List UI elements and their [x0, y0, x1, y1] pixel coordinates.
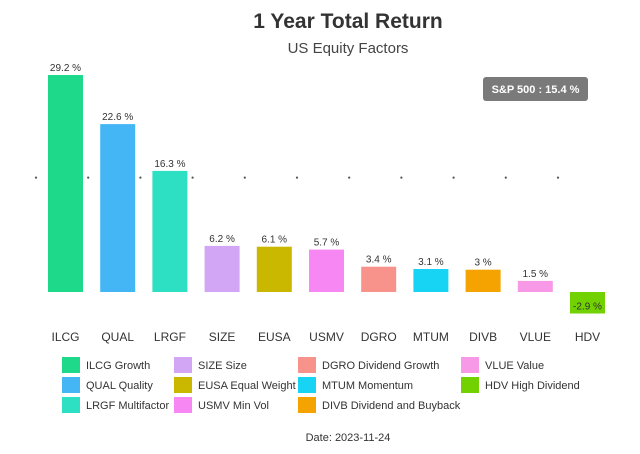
- data-label-ilcg: 29.2 %: [50, 63, 81, 74]
- x-tick-qual: QUAL: [101, 330, 134, 344]
- reference-dot: [295, 176, 299, 179]
- reference-dot: [191, 176, 194, 179]
- x-tick-hdv: HDV: [575, 330, 600, 344]
- data-label-dgro: 3.4 %: [366, 255, 392, 266]
- reference-dot: [556, 176, 560, 179]
- data-labels: 29.2 % 22.6 % 16.3 % 6.2 % 6.1 % 5.7 % 3.4 % 3.…: [50, 63, 602, 313]
- reference-badge-label: S&P 500 : 15.4 %: [492, 84, 580, 96]
- reference-dot: [243, 176, 246, 179]
- bar-dgro: [361, 266, 397, 292]
- legend-item: MTUM Momentum: [322, 380, 413, 392]
- legend-swatch: [174, 357, 192, 373]
- legend-item: LRGF Multifactor: [86, 400, 169, 412]
- reference-badge: S&P 500 : 15.4 %: [483, 77, 588, 101]
- legend: ILCG Growth SIZE Size DGRO Dividend Growth…: [62, 357, 580, 413]
- x-axis-tick-labels: ILCG QUAL LRGF SIZE EUSA USMV DGRO MTUM DIVB VLUE…: [51, 330, 600, 344]
- legend-swatch: [298, 357, 316, 373]
- legend-item: ILCG Growth: [86, 360, 150, 372]
- reference-dot: [34, 176, 38, 179]
- data-label-divb: 3 %: [474, 258, 491, 269]
- legend-swatch: [174, 377, 192, 393]
- data-label-mtum: 3.1 %: [418, 257, 444, 268]
- date-label: Date: 2023-11-24: [306, 432, 391, 444]
- bar-ilcg: [48, 75, 83, 292]
- data-label-hdv: -2.9 %: [573, 302, 602, 313]
- x-tick-vlue: VLUE: [520, 330, 551, 344]
- legend-item: SIZE Size: [198, 360, 247, 372]
- legend-item: QUAL Quality: [86, 380, 153, 392]
- legend-item: EUSA Equal Weight: [198, 380, 296, 392]
- legend-swatch: [174, 397, 192, 413]
- reference-dot: [139, 176, 142, 179]
- bar-mtum: [413, 269, 449, 292]
- legend-swatch: [298, 377, 316, 393]
- data-label-vlue: 1.5 %: [523, 269, 549, 280]
- data-label-eusa: 6.1 %: [262, 235, 288, 246]
- reference-line: [34, 176, 560, 179]
- data-label-usmv: 5.7 %: [314, 238, 340, 249]
- bar-hdv: [570, 292, 605, 314]
- legend-swatch: [298, 397, 316, 413]
- legend-swatch: [62, 397, 80, 413]
- chart-subtitle: US Equity Factors: [288, 40, 409, 57]
- x-tick-mtum: MTUM: [413, 330, 449, 344]
- legend-item: HDV High Dividend: [485, 380, 580, 392]
- chart-title: 1 Year Total Return: [253, 10, 442, 33]
- data-label-size: 6.2 %: [209, 234, 235, 245]
- bar-size: [204, 245, 240, 292]
- reference-dot: [348, 176, 351, 179]
- x-tick-usmv: USMV: [309, 330, 344, 344]
- legend-swatch: [461, 357, 479, 373]
- x-tick-size: SIZE: [209, 330, 236, 344]
- bar-qual: [100, 124, 136, 292]
- x-tick-lrgf: LRGF: [154, 330, 186, 344]
- bar-usmv: [309, 249, 344, 292]
- legend-swatch: [62, 357, 80, 373]
- reference-dot: [504, 176, 507, 179]
- legend-item: USMV Min Vol: [198, 400, 269, 412]
- bar-divb: [465, 269, 501, 292]
- x-tick-ilcg: ILCG: [51, 330, 79, 344]
- bar-vlue: [517, 280, 553, 292]
- legend-item: VLUE Value: [485, 360, 544, 372]
- reference-dot: [452, 176, 455, 179]
- data-label-lrgf: 16.3 %: [154, 159, 185, 170]
- bars: [48, 75, 605, 314]
- reference-dot: [87, 176, 90, 179]
- x-tick-dgro: DGRO: [361, 330, 397, 344]
- bar-lrgf: [152, 170, 188, 292]
- reference-dot: [400, 176, 403, 179]
- bar-eusa: [256, 246, 292, 292]
- legend-swatch: [62, 377, 80, 393]
- legend-swatch: [461, 377, 479, 393]
- x-tick-eusa: EUSA: [258, 330, 291, 344]
- legend-item: DGRO Dividend Growth: [322, 360, 439, 372]
- x-tick-divb: DIVB: [469, 330, 497, 344]
- legend-item: DIVB Dividend and Buyback: [322, 400, 461, 412]
- data-label-qual: 22.6 %: [102, 112, 133, 123]
